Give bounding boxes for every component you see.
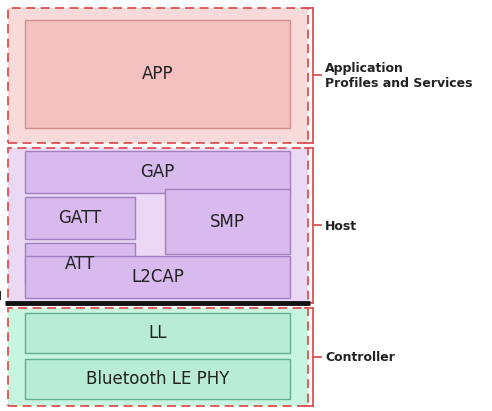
Text: SMP: SMP bbox=[210, 212, 245, 231]
Text: ATT: ATT bbox=[65, 255, 95, 273]
FancyBboxPatch shape bbox=[8, 308, 308, 406]
FancyBboxPatch shape bbox=[8, 8, 308, 143]
FancyBboxPatch shape bbox=[25, 359, 290, 399]
Text: APP: APP bbox=[142, 65, 173, 83]
FancyBboxPatch shape bbox=[8, 148, 308, 303]
Text: GAP: GAP bbox=[140, 163, 175, 181]
Text: Bluetooth LE PHY: Bluetooth LE PHY bbox=[86, 370, 229, 388]
FancyBboxPatch shape bbox=[165, 189, 290, 254]
Text: HCI: HCI bbox=[0, 290, 3, 303]
FancyBboxPatch shape bbox=[25, 151, 290, 193]
Text: Application
Profiles and Services: Application Profiles and Services bbox=[325, 62, 472, 90]
Text: Controller: Controller bbox=[325, 351, 395, 363]
Text: LL: LL bbox=[148, 324, 167, 342]
Text: L2CAP: L2CAP bbox=[131, 268, 184, 286]
Text: Host: Host bbox=[325, 219, 357, 233]
FancyBboxPatch shape bbox=[25, 256, 290, 298]
FancyBboxPatch shape bbox=[25, 20, 290, 128]
FancyBboxPatch shape bbox=[25, 197, 135, 239]
FancyBboxPatch shape bbox=[25, 313, 290, 353]
Text: GATT: GATT bbox=[59, 209, 102, 227]
FancyBboxPatch shape bbox=[25, 243, 135, 285]
